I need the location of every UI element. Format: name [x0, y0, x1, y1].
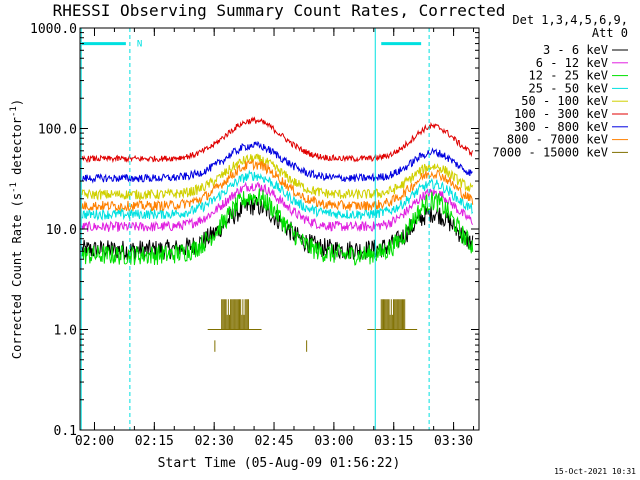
legend-label-4: 50 - 100 keV [521, 94, 608, 108]
series-layer [81, 116, 474, 352]
series-line-7 [81, 159, 474, 212]
burst-0 [207, 299, 262, 330]
y-axis-label-part1: Corrected Count Rate (s [10, 193, 24, 359]
legend-label-7: 800 - 7000 keV [507, 133, 608, 147]
legend-header-line2: Att 0 [592, 26, 628, 40]
night-marker: N [137, 40, 142, 50]
x-tick-label-4: 03:00 [314, 434, 353, 449]
legend-header-line1: Det 1,3,4,5,6,9, [512, 13, 628, 27]
legend-label-1: 6 - 12 keV [536, 56, 608, 70]
series-line-2 [81, 188, 474, 266]
y-axis-label-part3: ) [10, 99, 24, 106]
y-tick-label-4: 0.1 [54, 424, 77, 439]
axis-layer: 1000.0 100.0 10.0 1.0 0.102:00 02:15 02:30 02:4… [30, 22, 479, 449]
legend-label-0: 3 - 6 keV [543, 43, 608, 57]
y-axis-label-sup1: -1 [9, 182, 19, 193]
footer-date: 15-Oct-2021 10:31 [554, 467, 636, 476]
plot-frame [79, 27, 480, 431]
series-line-5 [81, 116, 474, 164]
legend-label-3: 25 - 50 keV [529, 81, 608, 95]
y-axis-label-part2: detector [10, 117, 24, 182]
x-axis-label: Start Time (05-Aug-09 01:56:22) [158, 456, 401, 471]
y-axis-label-sup2: -1 [9, 106, 19, 117]
series-line-4 [81, 153, 474, 201]
legend-label-5: 100 - 300 keV [514, 107, 608, 121]
x-tick-label-5: 03:15 [374, 434, 413, 449]
chart-title: RHESSI Observing Summary Count Rates, Co… [53, 1, 506, 20]
x-tick-label-1: 02:15 [135, 434, 174, 449]
x-tick-label-3: 02:45 [254, 434, 293, 449]
series-line-3 [81, 169, 474, 221]
legend-label-6: 300 - 800 keV [514, 120, 608, 134]
x-tick-label-6: 03:30 [434, 434, 473, 449]
y-axis-label: Corrected Count Rate (s-1 detector-1) [9, 99, 24, 359]
series-line-1 [81, 181, 474, 232]
y-tick-label-2: 10.0 [46, 223, 77, 238]
x-tick-label-2: 02:30 [195, 434, 234, 449]
y-tick-label-1: 100.0 [38, 123, 77, 138]
legend-label-2: 12 - 25 keV [529, 69, 608, 83]
legend-label-8: 7000 - 15000 keV [492, 145, 608, 159]
burst-1 [367, 299, 418, 330]
y-tick-label-0: 1000.0 [30, 22, 77, 37]
series-line-6 [81, 140, 473, 184]
series-line-0 [81, 196, 474, 260]
x-tick-label-0: 02:00 [75, 434, 114, 449]
marker-layer: N [80, 28, 430, 430]
y-tick-label-3: 1.0 [54, 324, 77, 339]
